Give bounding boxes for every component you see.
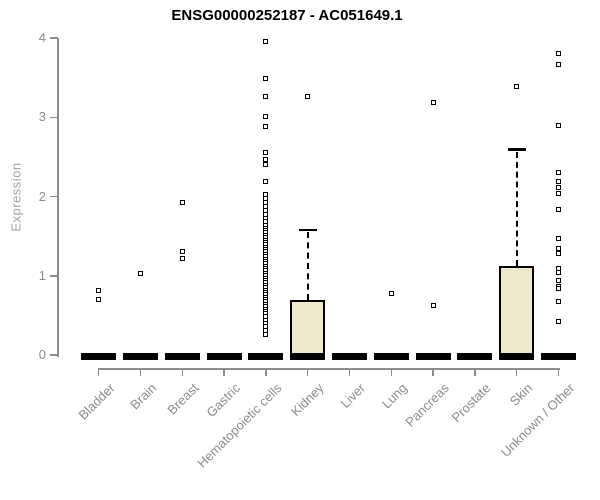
x-tick-skin [515, 368, 518, 376]
median-bar-hematopoietic-cells [248, 353, 284, 360]
outlier-point-hematopoietic-cells [263, 156, 269, 162]
outlier-point-lung [388, 290, 394, 296]
y-tick [49, 275, 58, 277]
outlier-point-pancreas [430, 99, 436, 105]
x-tick-hematopoietic-cells [265, 368, 267, 376]
x-category-label-pancreas: Pancreas [402, 380, 453, 430]
outlier-point-unknown-other [556, 285, 561, 291]
x-axis-line [98, 368, 560, 370]
median-bar-liver [332, 353, 367, 360]
outlier-point-unknown-other [556, 51, 561, 57]
outlier-point-hematopoietic-cells [263, 113, 269, 119]
y-tick-label: 4 [38, 30, 46, 45]
median-bar-brain [123, 353, 158, 360]
y-axis-title: Expression [8, 162, 24, 232]
whisker-cap-kidney [298, 228, 317, 232]
x-category-label-bladder: Bladder [75, 380, 118, 423]
outlier-point-kidney [305, 94, 311, 100]
y-tick [49, 354, 58, 356]
median-bar-pancreas [415, 353, 451, 360]
outlier-point-hematopoietic-cells [263, 178, 269, 184]
outlier-point-unknown-other [556, 236, 561, 241]
y-tick-label: 2 [38, 188, 46, 204]
outlier-point-unknown-other [556, 270, 561, 276]
outlier-point-unknown-other [556, 62, 561, 68]
chart-title: ENSG00000252187 - AC051649.1 [171, 7, 403, 24]
outlier-point-unknown-other [556, 298, 561, 304]
outlier-point-unknown-other [556, 319, 561, 325]
x-tick-brain [139, 368, 142, 376]
whisker-cap-skin [507, 148, 526, 151]
x-category-label-skin: Skin [507, 380, 536, 409]
median-bar-kidney [290, 353, 326, 360]
x-category-label-lung: Lung [379, 380, 411, 412]
median-bar-prostate [457, 353, 493, 360]
outlier-point-unknown-other [556, 178, 561, 184]
y-tick [49, 116, 58, 118]
outlier-point-unknown-other [556, 251, 561, 257]
y-axis-line [57, 37, 59, 357]
x-category-label-prostate: Prostate [448, 380, 494, 426]
outlier-point-unknown-other [556, 206, 561, 212]
x-tick-unknown-other [557, 368, 560, 376]
x-category-label-kidney: Kidney [287, 380, 327, 420]
outlier-point-hematopoietic-cells [263, 150, 269, 156]
x-category-label-liver: Liver [337, 380, 369, 411]
outlier-point-hematopoietic-cells [263, 75, 269, 81]
y-tick [49, 195, 58, 198]
median-bar-bladder [81, 353, 117, 360]
y-tick-label: 3 [38, 109, 46, 125]
outlier-point-unknown-other [556, 123, 561, 129]
outlier-point-hematopoietic-cells [263, 162, 269, 168]
x-tick-lung [390, 368, 393, 376]
x-category-label-gastric: Gastric [203, 380, 244, 421]
outlier-point-bladder [96, 288, 102, 294]
outlier-point-hematopoietic-cells [263, 199, 269, 205]
outlier-point-unknown-other [556, 245, 561, 251]
outlier-point-hematopoietic-cells [263, 124, 269, 130]
x-tick-prostate [474, 368, 476, 376]
x-category-label-brain: Brain [127, 380, 160, 413]
outlier-point-unknown-other [556, 185, 561, 191]
x-tick-liver [348, 368, 351, 376]
y-tick [49, 37, 58, 39]
x-category-label-hematopoietic-cells: Hematopoietic cells [194, 380, 285, 471]
y-tick-label: 0 [38, 347, 46, 362]
x-category-label-breast: Breast [164, 380, 202, 418]
outlier-point-bladder [96, 297, 102, 303]
outlier-point-unknown-other [556, 170, 561, 176]
outlier-point-hematopoietic-cells [263, 39, 269, 45]
outlier-point-breast [179, 255, 185, 261]
median-bar-breast [164, 353, 200, 360]
median-bar-lung [373, 353, 409, 360]
outlier-point-breast [179, 249, 185, 255]
outlier-point-hematopoietic-cells [263, 94, 269, 100]
x-tick-bladder [97, 368, 100, 376]
outlier-point-breast [179, 199, 185, 205]
outlier-point-unknown-other [556, 190, 561, 196]
median-bar-gastric [206, 353, 242, 360]
box-kidney [290, 299, 326, 358]
median-bar-skin [499, 353, 535, 360]
x-tick-pancreas [432, 368, 434, 376]
outlier-point-skin [514, 83, 520, 89]
outlier-point-hematopoietic-cells [263, 331, 269, 337]
whisker-kidney [306, 231, 309, 300]
whisker-skin [515, 151, 518, 267]
y-tick-label: 1 [38, 267, 46, 283]
x-tick-breast [181, 368, 184, 376]
box-skin [499, 266, 535, 358]
x-tick-kidney [306, 368, 309, 376]
outlier-point-brain [138, 270, 143, 276]
outlier-point-pancreas [430, 303, 436, 309]
median-bar-unknown-other [541, 353, 576, 360]
outlier-point-unknown-other [556, 278, 561, 283]
x-tick-gastric [223, 368, 225, 376]
